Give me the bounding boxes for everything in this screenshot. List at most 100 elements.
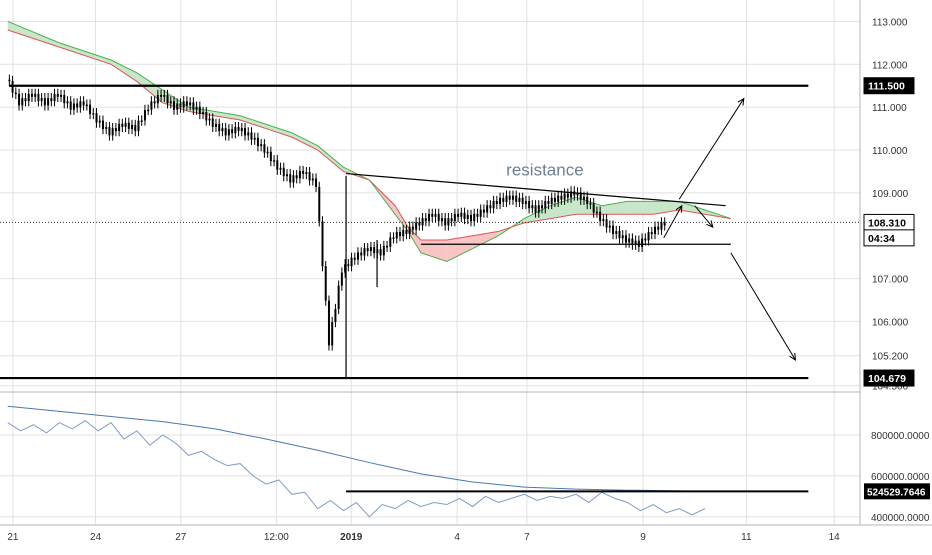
candle-body <box>586 196 589 204</box>
candle-body <box>615 231 618 234</box>
candle-body <box>550 197 553 204</box>
candle-body <box>292 175 295 183</box>
candle-body <box>340 272 343 286</box>
candle-body <box>502 197 505 202</box>
candle-body <box>469 214 472 222</box>
candle-body <box>189 102 192 106</box>
time-tick-label: 14 <box>829 532 841 543</box>
lower-level-box <box>864 483 930 500</box>
candle-body <box>160 94 163 97</box>
candle-body <box>311 178 314 181</box>
candle-body <box>47 98 50 106</box>
candle-body <box>147 109 150 112</box>
arrow-head <box>737 97 745 106</box>
candle-body <box>515 195 518 202</box>
candle-body <box>353 257 356 260</box>
arrow-line <box>730 252 796 361</box>
candle-body <box>85 104 88 107</box>
candle-body <box>95 113 98 123</box>
candle-body <box>534 205 537 213</box>
arrow-line <box>694 205 714 228</box>
oscillator-line <box>7 419 706 518</box>
candle-body <box>511 195 514 200</box>
candle-body <box>363 248 366 256</box>
candle-body <box>40 98 43 102</box>
candle-body <box>211 118 214 127</box>
candle-body <box>463 212 466 219</box>
candle-body <box>92 113 95 115</box>
candle-body <box>428 213 431 222</box>
candle-body <box>440 218 443 222</box>
candle-body <box>453 213 456 222</box>
candle-body <box>608 225 611 228</box>
cloud-segment <box>420 240 447 262</box>
price-tick-label: 105.200 <box>872 352 909 363</box>
candle-body <box>602 219 605 222</box>
arrow-head <box>675 204 683 213</box>
candle-body <box>298 171 301 179</box>
candle-body <box>563 193 566 200</box>
candle-body <box>218 123 221 132</box>
trend-line <box>346 172 726 207</box>
candle-body <box>421 218 424 226</box>
candle-body <box>118 123 121 132</box>
candle-body <box>395 232 398 239</box>
candle-body <box>369 247 372 252</box>
candle-body <box>247 132 250 136</box>
candle-body <box>231 129 234 134</box>
candle-body <box>582 196 585 200</box>
time-tick-label: 9 <box>640 532 646 543</box>
candle-body <box>347 264 350 267</box>
candle-body <box>234 127 237 134</box>
cloud-segment <box>550 197 576 219</box>
candle-body <box>127 122 130 129</box>
price-label: 108.310 <box>868 217 906 229</box>
price-label: 104.679 <box>868 373 906 385</box>
cloud-span-a <box>7 20 732 262</box>
candle-body <box>499 197 502 204</box>
candle-body <box>589 203 592 205</box>
candle-body <box>56 93 59 97</box>
candle-body <box>624 235 627 243</box>
candle-body <box>628 238 631 243</box>
candle-body <box>641 238 644 247</box>
candle-body <box>331 322 334 346</box>
cloud-segment <box>446 235 473 262</box>
candle-body <box>386 246 389 248</box>
candle-body <box>285 174 288 177</box>
candle-body <box>528 201 531 209</box>
candle-body <box>79 101 82 108</box>
candle-body <box>450 218 453 222</box>
candle-body <box>108 127 111 136</box>
candle-body <box>553 197 556 202</box>
candle-body <box>250 132 253 140</box>
candle-body <box>192 102 195 110</box>
candle-body <box>654 226 657 234</box>
candle-body <box>60 94 63 97</box>
candle-body <box>457 213 460 217</box>
candle-body <box>179 103 182 108</box>
candle-body <box>405 229 408 234</box>
candle-body <box>89 104 92 114</box>
candle-body <box>198 106 201 114</box>
candle-body <box>302 171 305 174</box>
candle-body <box>444 218 447 226</box>
candle-body <box>566 193 569 198</box>
candle-body <box>182 101 185 108</box>
candle-body <box>72 103 75 110</box>
candle-body <box>82 101 85 106</box>
candle-body <box>185 101 188 106</box>
ichimoku-cloud <box>7 20 732 262</box>
candle-body <box>269 151 272 162</box>
candle-body <box>315 178 318 187</box>
cloud-segment <box>395 205 409 232</box>
candle-body <box>621 235 624 239</box>
candle-body <box>599 211 602 222</box>
candle-body <box>660 222 663 230</box>
candle-body <box>434 213 437 217</box>
price-label: 04:34 <box>868 233 895 245</box>
lower-level-label: 524529.7646 <box>867 487 926 498</box>
cloud-segment <box>524 205 551 223</box>
cloud-segment <box>188 107 215 116</box>
